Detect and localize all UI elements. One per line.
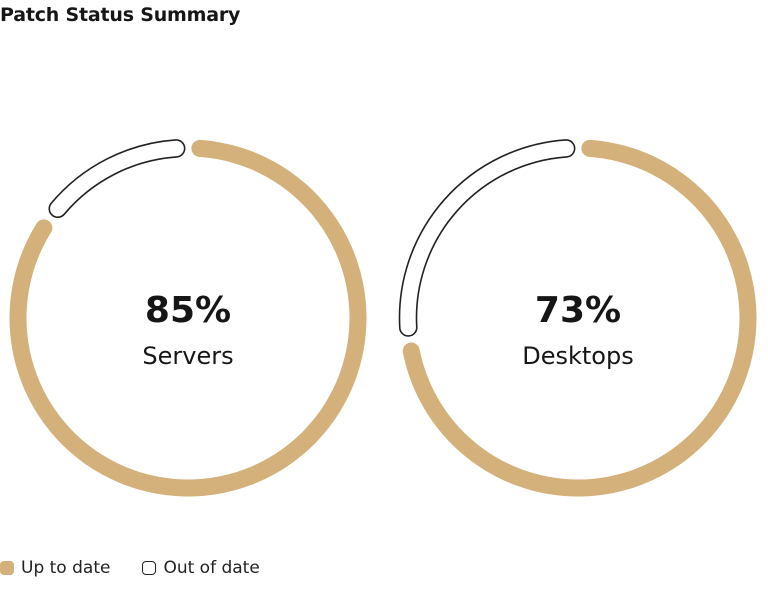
donut-servers: 85% Servers (9, 139, 367, 497)
legend-label-up-to-date: Up to date (21, 558, 111, 578)
donut-label: Desktops (522, 342, 633, 370)
donut-label: Servers (142, 342, 233, 370)
legend-swatch-up-to-date (0, 561, 14, 575)
donut-value: 73% (535, 290, 621, 331)
donut-charts: 85% Servers 73% Desktops (9, 139, 757, 497)
slice-out-of-date (398, 139, 576, 337)
chart-title: Patch Status Summary (0, 4, 241, 26)
legend: Up to date Out of date (0, 558, 292, 578)
donut-value: 85% (145, 290, 231, 331)
legend-swatch-out-of-date (142, 561, 157, 575)
legend-label-out-of-date: Out of date (163, 558, 260, 578)
legend-item-out-of-date: Out of date (142, 558, 260, 578)
donut-desktops: 73% Desktops (398, 139, 757, 497)
slice-out-of-date (48, 139, 186, 219)
legend-item-up-to-date: Up to date (0, 558, 110, 578)
